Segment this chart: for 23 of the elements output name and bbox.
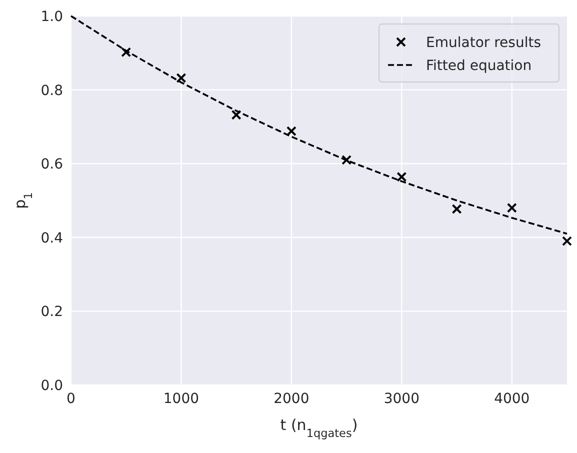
x-axis-title: t (n$_{1qgates}$) xyxy=(280,416,358,440)
x-tick-label: 3000 xyxy=(384,391,420,407)
point xyxy=(396,172,407,182)
y-tick-label: 0.4 xyxy=(40,230,64,246)
y-tick-label: 0.6 xyxy=(40,156,64,173)
point xyxy=(506,202,517,213)
point xyxy=(562,236,572,246)
y-tick-label: 0.2 xyxy=(40,304,63,320)
y-tick-label: 1.0 xyxy=(40,9,63,25)
point xyxy=(342,154,352,165)
point xyxy=(231,110,242,120)
point xyxy=(176,72,186,83)
x-tick-label: 0 xyxy=(66,391,76,407)
x-tick-label: 2000 xyxy=(274,391,310,407)
point xyxy=(121,47,132,58)
x-tick-label: 1000 xyxy=(163,391,200,407)
point xyxy=(286,126,296,136)
legend-label: Fitted equation xyxy=(426,58,532,74)
y-tick-label: 0.8 xyxy=(40,82,63,99)
point xyxy=(452,204,462,214)
y-tick-label: 0.0 xyxy=(40,378,63,394)
legend-label: Emulator results xyxy=(426,35,541,51)
x-tick-label: 4000 xyxy=(494,391,530,407)
